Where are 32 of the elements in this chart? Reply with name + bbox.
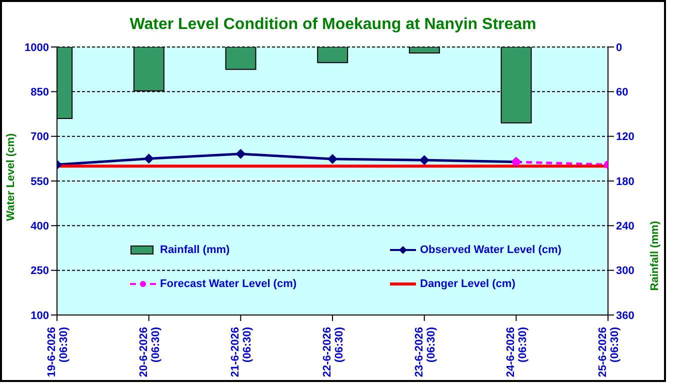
legend-label: Observed Water Level (cm) xyxy=(420,244,562,256)
y2-tick-label: 0 xyxy=(616,42,622,54)
y2-tick-label: 120 xyxy=(616,131,634,144)
y-axis-title: Water Level (cm) xyxy=(4,133,17,221)
y-tick-label: 100 xyxy=(30,310,49,322)
point xyxy=(419,155,430,166)
x-tick-label: 23-6-2026 (06:30) xyxy=(413,326,438,378)
y-tick-label: 550 xyxy=(30,176,49,188)
y-tick-label: 1000 xyxy=(24,42,49,54)
y-tick-label: 850 xyxy=(30,86,49,99)
x-tick-label: 21-6-2026 (06:30) xyxy=(230,326,254,378)
y2-tick-label: 240 xyxy=(616,220,634,233)
y2-tick-label: 180 xyxy=(616,176,634,188)
x-tick-label: 25-6-2026 (06:30) xyxy=(597,326,621,378)
x-tick-label: 19-6-2026 (06:30) xyxy=(46,326,70,378)
point xyxy=(144,154,154,164)
x-tick-label: 22-6-2026 (06:30) xyxy=(322,326,346,378)
y2-tick-label: 300 xyxy=(616,265,634,278)
legend-label: Danger Level (cm) xyxy=(420,278,516,290)
x-tick-label: 24-6-2026 (06:30) xyxy=(505,326,530,378)
legend-label: Forecast Water Level (cm) xyxy=(160,278,297,290)
y2-axis-title: Rainfall (mm) xyxy=(648,220,661,291)
chart-title: Water Level Condition of Moekaung at Nanyin Stream xyxy=(128,16,538,34)
y2-tick-label: 60 xyxy=(616,86,628,99)
y-tick-label: 250 xyxy=(30,265,49,278)
y-tick-label: 700 xyxy=(30,131,49,144)
y2-tick-label: 360 xyxy=(616,310,634,322)
x-tick-label: 20-6-2026 (06:30) xyxy=(138,326,162,378)
point xyxy=(328,154,338,164)
y-tick-label: 400 xyxy=(30,220,49,233)
point xyxy=(236,148,246,159)
legend-label: Rainfall (mm) xyxy=(160,244,230,256)
